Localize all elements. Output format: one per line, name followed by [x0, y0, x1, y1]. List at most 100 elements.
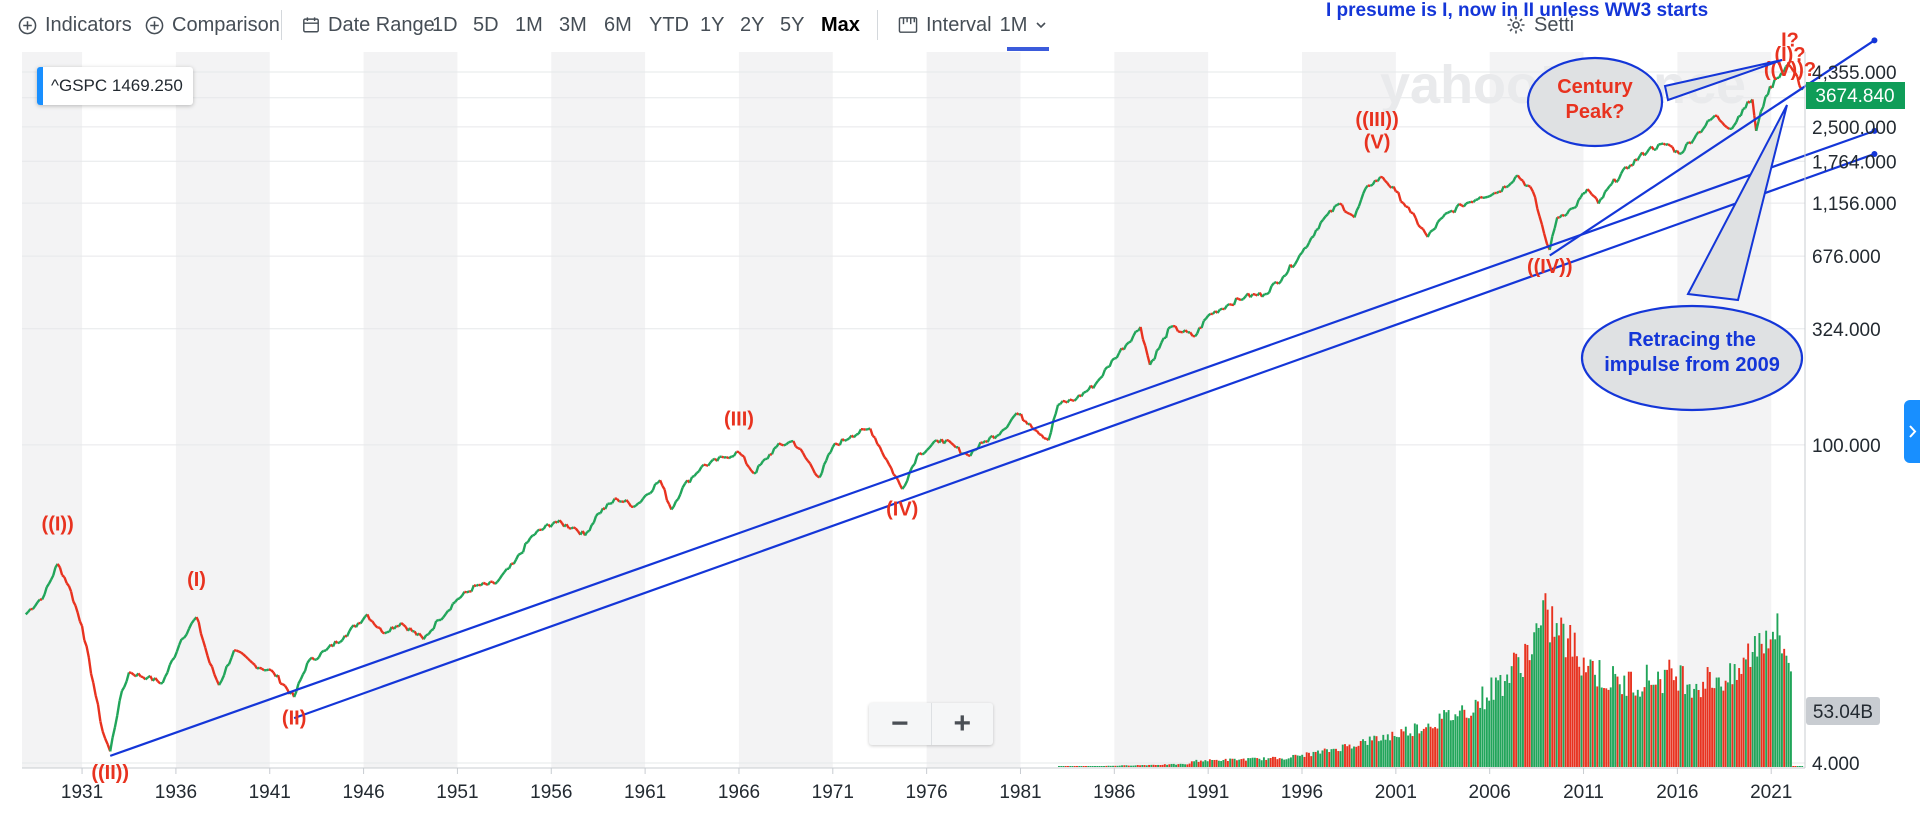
price-segment	[1160, 337, 1165, 344]
zoom-out-button[interactable]: −	[869, 703, 932, 745]
price-segment	[1273, 281, 1277, 285]
price-segment	[1141, 338, 1147, 347]
price-segment	[109, 737, 114, 752]
settings-button[interactable]: Setti	[1506, 12, 1574, 38]
volume-bar	[1235, 760, 1238, 767]
volume-bar	[1760, 643, 1763, 767]
price-segment	[486, 580, 492, 586]
volume-bar	[1634, 695, 1637, 767]
price-segment	[345, 630, 351, 637]
price-segment	[911, 463, 916, 468]
x-tick-label: 2006	[1469, 782, 1511, 803]
volume-bar	[1384, 739, 1387, 767]
volume-bar	[1762, 653, 1765, 767]
zoom-in-button[interactable]: +	[932, 703, 994, 745]
volume-bar	[1371, 740, 1373, 767]
volume-bar	[1699, 697, 1702, 767]
volume-bar	[1715, 677, 1718, 767]
price-segment	[1010, 415, 1016, 420]
price-segment	[773, 445, 778, 450]
price-segment	[996, 433, 1000, 437]
price-segment	[827, 451, 832, 456]
price-segment	[452, 601, 456, 605]
volume-bar	[1801, 766, 1804, 767]
wave-label: (I)	[187, 569, 206, 591]
volume-bar	[1121, 765, 1123, 767]
range-6m[interactable]: 6M	[604, 14, 632, 36]
date-range-button[interactable]: Date Range	[302, 12, 435, 38]
indicators-button[interactable]: Indicators	[18, 12, 132, 38]
volume-bar	[1193, 761, 1196, 767]
volume-bar	[1445, 712, 1448, 767]
side-panel-tab[interactable]	[1904, 400, 1920, 463]
price-segment	[1125, 341, 1130, 346]
range-5y[interactable]: 5Y	[780, 14, 805, 36]
volume-bar	[1663, 669, 1666, 767]
price-segment	[43, 586, 48, 595]
range-1d[interactable]: 1D	[432, 14, 458, 36]
volume-bar	[1326, 749, 1328, 767]
price-segment	[1680, 149, 1685, 155]
price-segment	[293, 691, 298, 698]
price-segment	[883, 456, 888, 461]
price-segment	[61, 574, 66, 579]
range-max[interactable]: Max	[821, 14, 860, 36]
volume-bar	[1742, 657, 1745, 767]
volume-bar	[1139, 765, 1141, 767]
range-3m[interactable]: 3M	[559, 14, 587, 36]
volume-bar	[1510, 666, 1513, 767]
price-segment	[1184, 329, 1189, 334]
volume-bar	[1323, 748, 1326, 767]
price-segment	[1108, 359, 1114, 368]
price-segment	[220, 674, 226, 682]
volume-bar	[1528, 660, 1531, 767]
volume-bar	[1530, 654, 1533, 767]
volume-bar	[1573, 632, 1576, 767]
wave-label: ((III))	[1355, 109, 1398, 131]
interval-dropdown[interactable]: Interval 1M	[898, 12, 1047, 38]
price-segment	[820, 464, 826, 474]
price-segment	[1653, 148, 1657, 152]
price-segment	[1468, 200, 1472, 204]
price-segment	[590, 521, 595, 526]
volume-bar	[1242, 758, 1245, 767]
volume-bar	[1571, 656, 1574, 767]
range-1m[interactable]: 1M	[515, 14, 543, 36]
price-segment	[101, 731, 107, 740]
y-tick-label: 1,156.000	[1812, 194, 1897, 215]
price-segment	[989, 434, 994, 439]
price-segment	[1676, 149, 1681, 155]
volume-bar	[1492, 699, 1495, 767]
price-segment	[1196, 327, 1201, 335]
volume-bar	[1418, 733, 1421, 767]
price-segment	[783, 443, 787, 447]
price-segment	[67, 585, 73, 593]
volume-bar	[1785, 655, 1788, 767]
volume-bar	[1440, 718, 1443, 767]
time-band	[738, 52, 833, 768]
range-ytd[interactable]: YTD	[649, 14, 689, 36]
volume-bar	[1449, 720, 1452, 767]
price-segment	[1144, 345, 1149, 356]
price-segment	[775, 442, 780, 448]
price-segment	[206, 655, 211, 664]
wave-label: (IV)	[886, 498, 918, 520]
time-band	[1114, 52, 1209, 768]
volume-bar	[1107, 765, 1110, 767]
price-segment	[422, 634, 428, 640]
volume-bar	[1648, 680, 1650, 767]
volume-bar	[1431, 728, 1434, 767]
volume-bar	[1308, 752, 1310, 767]
price-segment	[1789, 65, 1795, 72]
range-2y[interactable]: 2Y	[740, 14, 765, 36]
price-segment	[479, 581, 485, 587]
range-5d[interactable]: 5D	[473, 14, 499, 36]
volume-bar	[1289, 757, 1292, 767]
price-segment	[1151, 358, 1156, 362]
range-1y[interactable]: 1Y	[700, 14, 725, 36]
price-segment	[829, 446, 834, 453]
price-segment	[1429, 229, 1434, 233]
price-segment	[755, 465, 760, 474]
comparison-button[interactable]: Comparison	[145, 12, 280, 38]
